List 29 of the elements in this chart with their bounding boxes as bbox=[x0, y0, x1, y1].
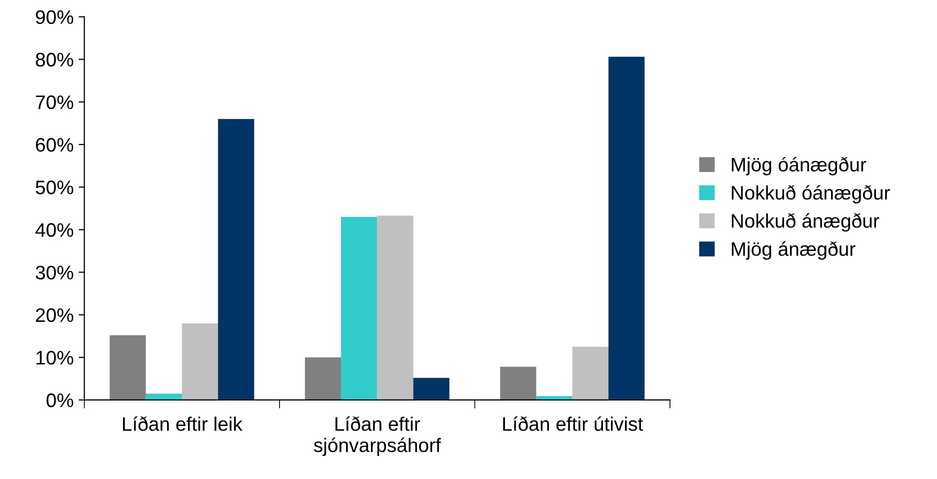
bar bbox=[572, 346, 608, 400]
bar bbox=[413, 378, 450, 400]
y-tick-label: 90% bbox=[36, 10, 74, 24]
x-tick-label: Líðan eftir sjónvarpsáhorf bbox=[314, 416, 441, 456]
y-tick-label: 20% bbox=[36, 308, 74, 322]
bar bbox=[500, 366, 536, 400]
legend-label: Mjög ánægður bbox=[732, 241, 856, 260]
legend-label: Mjög óánægður bbox=[732, 156, 866, 176]
y-tick-label: 10% bbox=[36, 350, 74, 365]
bar bbox=[182, 323, 218, 400]
x-tick-label: Líðan eftir útivist bbox=[503, 416, 643, 431]
y-tick-label: 50% bbox=[36, 180, 74, 194]
bar bbox=[377, 216, 414, 400]
y-tick-label: 40% bbox=[35, 223, 74, 237]
legend-label: Nokkuð óánægður bbox=[732, 185, 890, 204]
legend-label: Nokkuð ánægður bbox=[732, 213, 880, 232]
y-tick-label: 0% bbox=[46, 393, 74, 408]
bar bbox=[608, 56, 645, 400]
bar bbox=[218, 118, 254, 400]
x-tick-label: Líðan eftir leik bbox=[123, 416, 242, 431]
bar bbox=[110, 335, 146, 400]
bar bbox=[304, 357, 342, 400]
bar bbox=[341, 216, 378, 400]
y-tick-label: 80% bbox=[36, 52, 74, 67]
bar bbox=[146, 394, 182, 400]
bar bbox=[536, 396, 572, 400]
y-tick-label: 30% bbox=[36, 266, 74, 280]
y-tick-label: 60% bbox=[36, 138, 74, 152]
y-tick-label: 70% bbox=[36, 95, 74, 110]
